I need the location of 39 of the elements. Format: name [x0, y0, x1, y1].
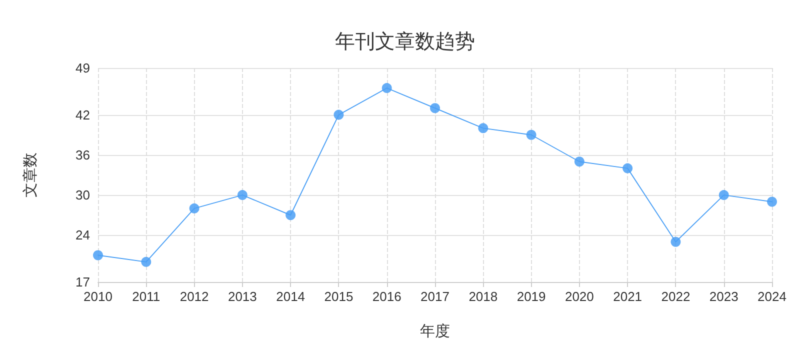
point [141, 256, 152, 267]
x-tick-label: 2014 [276, 289, 306, 304]
point [622, 163, 633, 174]
x-tick-label: 2015 [324, 289, 354, 304]
x-tick-label: 2017 [420, 289, 450, 304]
x-tick-label: 2010 [84, 289, 112, 304]
point [478, 123, 488, 134]
point [430, 103, 440, 114]
x-tick-label: 2013 [228, 289, 257, 304]
y-tick-label: 36 [76, 147, 90, 162]
point [237, 190, 248, 200]
x-tick-label: 2023 [709, 289, 738, 304]
y-tick-label: 30 [76, 188, 90, 203]
x-tick-label: 2011 [132, 289, 160, 304]
y-tick-label: 24 [76, 228, 90, 243]
y-tick-label: 17 [76, 274, 90, 290]
point [526, 130, 536, 140]
point [93, 250, 103, 260]
point [718, 190, 729, 200]
point [334, 110, 344, 120]
chart-title: 年刊文章数趋势 [335, 29, 475, 53]
point [767, 196, 777, 207]
x-tick-label: 2012 [180, 289, 209, 304]
point [574, 156, 584, 167]
y-axis-title: 文章数 [22, 152, 39, 198]
x-axis-title: 年度 [420, 323, 450, 340]
x-tick-label: 2020 [564, 289, 594, 304]
x-tick-label: 2018 [468, 289, 498, 304]
y-tick-label: 42 [76, 107, 90, 122]
point [382, 83, 392, 94]
x-tick-label: 2022 [661, 289, 690, 304]
x-tick-label: 2019 [516, 289, 546, 304]
x-tick-label: 2024 [758, 289, 786, 304]
point [286, 210, 296, 220]
point [670, 236, 681, 247]
x-tick-label: 2016 [372, 289, 402, 304]
point [189, 203, 200, 214]
x-tick-label: 2021 [613, 289, 642, 304]
y-tick-label: 49 [76, 60, 90, 76]
